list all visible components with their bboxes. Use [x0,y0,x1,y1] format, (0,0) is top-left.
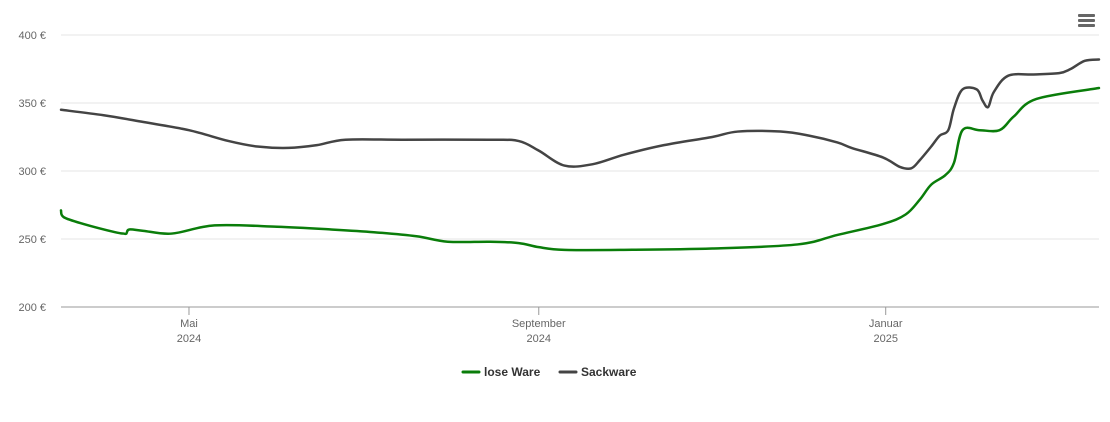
y-tick-label: 250 € [18,234,46,246]
y-axis: 200 € 250 € 300 € 350 € 400 € [18,30,46,314]
x-tick-sublabel: 2024 [177,333,201,345]
series-line-0[interactable] [59,86,1101,252]
y-tick-label: 200 € [18,302,46,314]
x-tick-label: September [512,318,566,330]
y-tick-label: 400 € [18,30,46,42]
series-lines [59,58,1101,252]
menu-bar [1078,24,1095,27]
y-tick-label: 300 € [18,166,46,178]
y-tick-label: 350 € [18,98,46,110]
x-tick-sublabel: 2024 [527,333,551,345]
hamburger-menu-icon[interactable] [1076,12,1098,32]
legend: lose Ware Sackware [461,365,637,379]
x-tick-sublabel: 2025 [873,333,897,345]
legend-item-0[interactable]: lose Ware [461,365,541,379]
legend-item-1[interactable]: Sackware [558,365,637,379]
legend-label: lose Ware [484,365,541,379]
series-line-1[interactable] [59,58,1101,171]
x-axis: Mai 2024 September 2024 Januar 2025 [61,306,1099,345]
grid-lines [61,34,1099,240]
x-tick-label: Januar [869,318,903,330]
menu-bar [1078,19,1095,22]
menu-bar [1078,14,1095,17]
legend-label: Sackware [581,365,637,379]
x-tick-label: Mai [180,318,198,330]
